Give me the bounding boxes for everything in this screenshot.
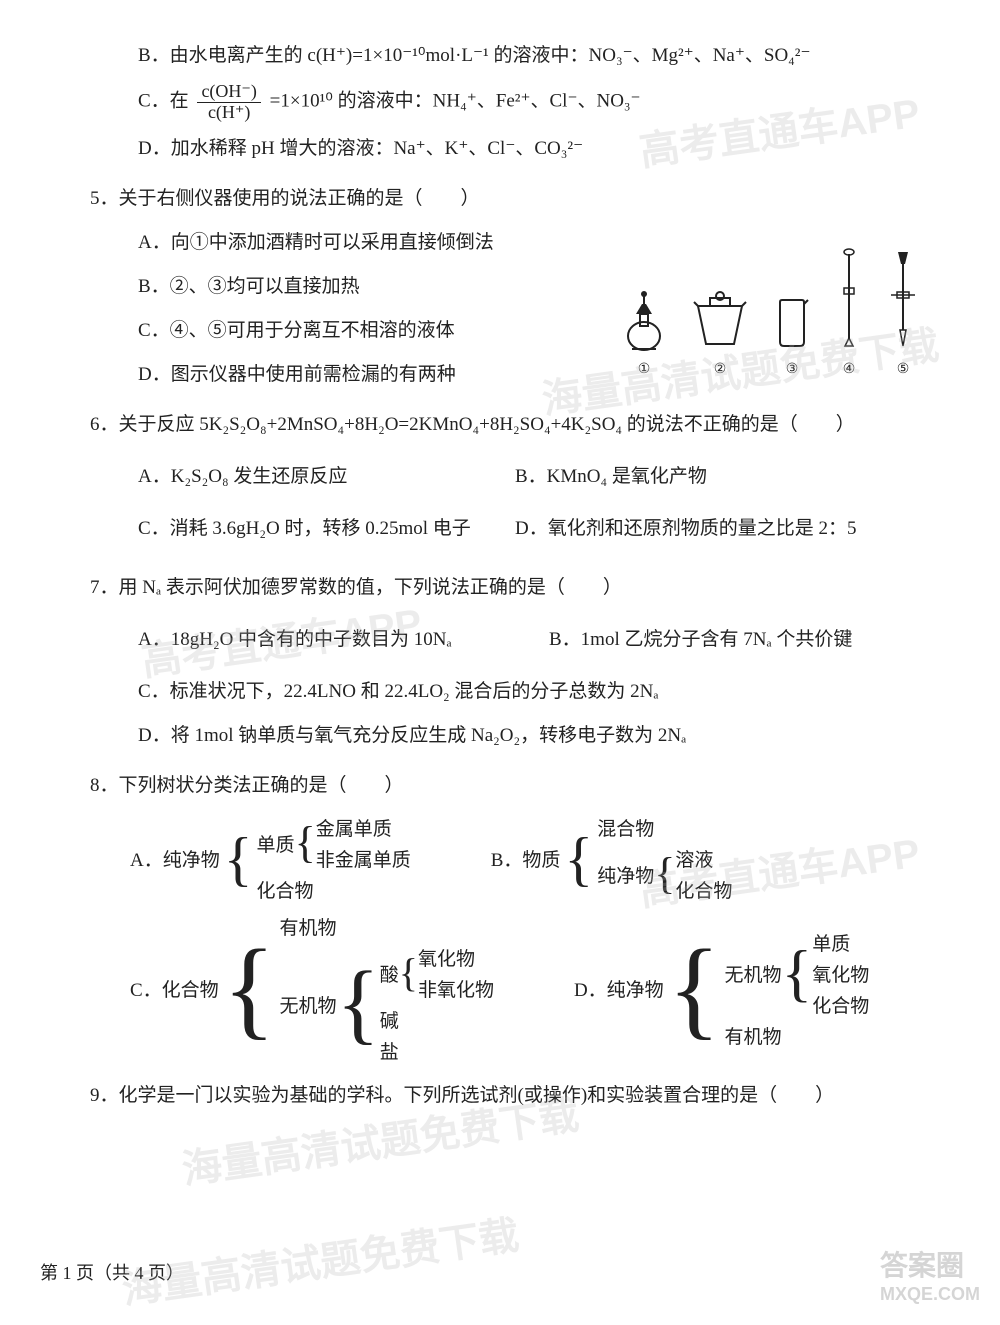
q8c-b2b: 碱 (380, 1006, 494, 1033)
corner-watermark: 答案圈 MXQE.COM (880, 1244, 980, 1305)
brace-icon: { (224, 832, 253, 886)
q4c-num: c(OH⁻) (197, 82, 260, 103)
q8c-b2aa: 氧化物 (418, 944, 494, 971)
q4-option-b: B．由水电离产生的 c(H⁺)=1×10⁻¹⁰mol·L⁻¹ 的溶液中：NO₃⁻… (90, 38, 940, 74)
q8-row-cd: C．化合物 { 有机物 无机物 { 酸 { 氧化物 非氧化物 (130, 913, 940, 1064)
q8-option-a: A．纯净物 { 单质 { 金属单质 非金属单质 化合物 (130, 814, 411, 903)
q8c-b2a: 酸 (380, 960, 399, 987)
apparatus-2: ② (690, 276, 750, 378)
brace-icon: { (399, 957, 418, 989)
q7-option-b: B．1mol 乙烷分子含有 7Nₐ 个共价键 (549, 622, 852, 658)
q6-option-a: A．K₂S₂O₈ 发生还原反应 (90, 459, 515, 495)
q8c-b2c: 盐 (380, 1037, 494, 1064)
q8d-b2: 有机物 (725, 1022, 870, 1049)
apparatus-1: ① (622, 276, 666, 378)
q8c-b1: 有机物 (280, 913, 494, 940)
brace-icon: { (337, 968, 380, 1040)
q8-option-d: D．纯净物 { 无机物 { 单质 氧化物 化合物 有机物 (574, 913, 869, 1064)
q8b-b2a: 溶液 (675, 845, 732, 872)
q8-option-b: B．物质 { 混合物 纯净物 { 溶液 化合物 (491, 814, 733, 903)
q8a-b1b: 非金属单质 (316, 845, 411, 872)
q8a-root: A．纯净物 (130, 845, 220, 872)
q8a-b2: 化合物 (257, 876, 411, 903)
brace-icon: { (668, 942, 721, 1036)
q8b-b1: 混合物 (597, 814, 732, 841)
q8d-b1b: 氧化物 (812, 960, 869, 987)
label-4: ④ (834, 361, 864, 378)
q8d-b1a: 单质 (812, 929, 869, 956)
q7-option-a: A．18gH₂O 中含有的中子数目为 10Nₐ (90, 622, 549, 658)
q4-option-c: C．在 c(OH⁻) c(H⁺) =1×10¹⁰ 的溶液中：NH₄⁺、Fe²⁺、… (90, 82, 940, 123)
apparatus-3: ③ (774, 276, 810, 378)
q4-option-d: D．加水稀释 pH 增大的溶液：Na⁺、K⁺、Cl⁻、CO₃²⁻ (90, 131, 940, 167)
q8d-root: D．纯净物 (574, 975, 664, 1002)
q8d-b1: 无机物 (725, 960, 782, 987)
brace-icon: { (654, 856, 675, 891)
q7-stem: 7．用 Nₐ 表示阿伏加德罗常数的值，下列说法正确的是（ ） (90, 570, 940, 606)
q9-stem: 9．化学是一门以实验为基础的学科。下列所选试剂(或操作)和实验装置合理的是（ ） (90, 1078, 940, 1114)
q8a-b1: 单质 (257, 830, 295, 857)
label-1: ① (622, 361, 666, 378)
apparatus-figure: ① ② ③ ④ (610, 248, 930, 378)
corner-line2: MXQE.COM (880, 1284, 980, 1305)
q5-stem: 5．关于右侧仪器使用的说法正确的是（ ） (90, 181, 940, 217)
q8d-b1c: 化合物 (812, 991, 869, 1018)
q6-option-d: D．氧化剂和还原剂物质的量之比是 2：5 (515, 511, 856, 547)
q8-option-c: C．化合物 { 有机物 无机物 { 酸 { 氧化物 非氧化物 (130, 913, 494, 1064)
q7-option-c: C．标准状况下，22.4LNO 和 22.4LO₂ 混合后的分子总数为 2Nₐ (90, 674, 940, 710)
label-2: ② (690, 361, 750, 378)
brace-icon: { (782, 947, 813, 998)
q8c-root: C．化合物 (130, 975, 219, 1002)
q4c-pre: C．在 (138, 91, 189, 112)
q8-row-ab: A．纯净物 { 单质 { 金属单质 非金属单质 化合物 B．物质 { 混合物 (130, 814, 940, 903)
q6-option-b: B．KMnO₄ 是氧化产物 (515, 459, 707, 495)
brace-icon: { (295, 825, 316, 860)
q6-option-c: C．消耗 3.6gH₂O 时，转移 0.25mol 电子 (90, 511, 515, 547)
q6-stem: 6．关于反应 5K₂S₂O₈+2MnSO₄+8H₂O=2KMnO₄+8H₂SO₄… (90, 407, 940, 443)
q4c-fraction: c(OH⁻) c(H⁺) (197, 82, 260, 123)
apparatus-4: ④ (834, 246, 864, 378)
q8a-b1a: 金属单质 (316, 814, 411, 841)
q7-option-d: D．将 1mol 钠单质与氧气充分反应生成 Na₂O₂，转移电子数为 2Nₐ (90, 718, 940, 754)
exam-page: B．由水电离产生的 c(H⁺)=1×10⁻¹⁰mol·L⁻¹ 的溶液中：NO₃⁻… (0, 0, 1000, 1152)
q8-stem: 8．下列树状分类法正确的是（ ） (90, 768, 940, 804)
q8c-b2: 无机物 (280, 991, 337, 1018)
q8b-b2b: 化合物 (675, 876, 732, 903)
q8c-b2ab: 非氧化物 (418, 975, 494, 1002)
page-footer: 第 1 页（共 4 页） (40, 1259, 184, 1285)
apparatus-5: ⑤ (888, 246, 918, 378)
brace-icon: { (223, 942, 276, 1036)
q8b-b2: 纯净物 (597, 861, 654, 888)
label-5: ⑤ (888, 361, 918, 378)
q4c-den: c(H⁺) (197, 103, 260, 123)
label-3: ③ (774, 361, 810, 378)
brace-icon: { (564, 832, 593, 886)
q8b-root: B．物质 (491, 845, 561, 872)
q4c-post: =1×10¹⁰ 的溶液中：NH₄⁺、Fe²⁺、Cl⁻、NO₃⁻ (270, 91, 641, 112)
corner-line1: 答案圈 (880, 1244, 980, 1284)
